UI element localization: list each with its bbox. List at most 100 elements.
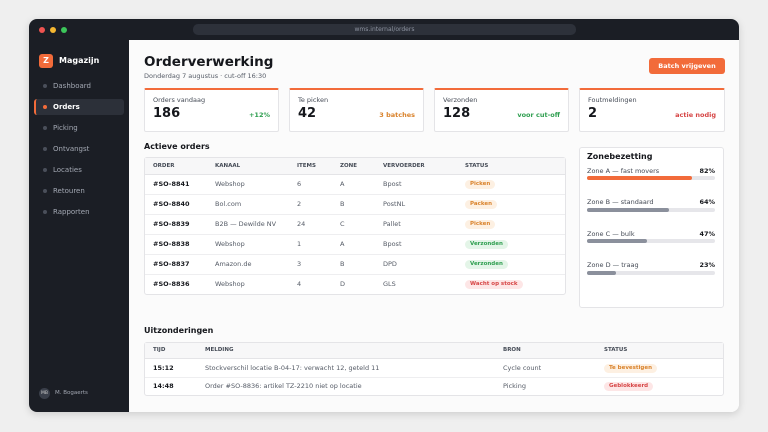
zone-name: Zone A — fast movers [587,166,660,175]
kpi-value: 128 [443,106,471,121]
cell: 1 [297,239,302,248]
kpi-card [289,88,424,132]
zone-label: 64% [699,198,715,206]
kpi-badge: actie nodig [675,111,716,119]
zones-card [579,147,724,308]
kpi-badge: +12% [248,111,270,119]
nav-item[interactable]: Dashboard [53,81,91,90]
cell: Pallet [383,219,401,228]
kpi-value: 186 [153,106,181,121]
kpi-label: Orders vandaag [153,96,206,104]
cell: B2B — Dewilde NV [215,219,277,228]
url-bar[interactable]: wms.internal/orders [193,24,576,35]
logo: Z [39,54,53,68]
cell: A [340,239,345,248]
min-dot[interactable] [50,27,56,33]
cell: #SO-8836 [153,279,190,288]
section-title: Uitzonderingen [144,326,214,335]
kpi-card [434,88,569,132]
cell: Amazon.de [215,259,252,268]
column-header: VERVOERDER [383,162,425,169]
nav-dot [43,105,47,109]
nav-dot [43,168,47,172]
nav-item[interactable]: Rapporten [53,207,90,216]
section-title: Actieve orders [144,142,210,151]
kpi-label: Verzonden [443,96,478,104]
cell: Webshop [215,279,245,288]
primary-button[interactable]: Batch vrijgeven [649,58,725,74]
zone-bar [587,207,669,212]
column-header: KANAAL [215,162,241,169]
zone-name: Zone B — standaard [587,198,654,206]
cell: 14:48 [153,381,174,390]
row-divider [145,254,565,255]
page-subtitle: Donderdag 7 augustus · cut-off 16:30 [144,71,267,80]
zone-name: Zone D — traag [587,261,639,269]
cell: 15:12 [153,363,174,372]
column-header: ORDER [153,162,175,169]
cell: B [340,259,345,268]
cell: GLS [383,279,396,288]
nav-item[interactable]: Locaties [53,165,82,174]
cell: Cycle count [503,363,542,372]
cell: 3 [297,259,302,268]
status-pill: Te bevestigen [604,363,658,373]
zone-bar [587,239,648,243]
column-header: TIJD [153,347,166,353]
cell: A [340,179,345,188]
status-pill: Packen [465,199,498,209]
nav-item[interactable]: Picking [53,123,78,132]
column-header: MELDING [205,347,234,353]
close-dot[interactable] [39,27,45,33]
cell: 24 [297,219,306,228]
zone-bar [587,270,617,275]
cell: Bpost [383,179,402,188]
row-divider [145,214,565,215]
zone-track [587,270,715,275]
zone-label: 47% [699,229,715,238]
avatar: MB [39,388,50,399]
orders-header-bg [145,158,565,175]
cell: Bol.com [215,199,242,208]
cell: #SO-8840 [153,199,190,208]
cell: Webshop [215,239,245,248]
column-header: STATUS [604,347,628,353]
orders-table [144,157,566,295]
kpi-label: Te picken [298,96,329,104]
cell: #SO-8838 [153,239,190,248]
status-pill: Verzonden [465,239,508,249]
nav-dot [43,210,47,214]
kpi-value: 2 [588,106,598,121]
status-pill: Verzonden [465,259,508,269]
cell: Picking [503,381,526,390]
kpi-card [579,88,725,132]
user-name: M. Bogaerts [55,389,88,396]
kpi-badge: voor cut-off [517,111,560,119]
brand-name: Magazijn [59,56,100,65]
zone-track [587,239,715,243]
cell: 4 [297,279,302,288]
kpi-label: Foutmeldingen [588,96,637,104]
status-pill: Picken [465,219,496,229]
cell: #SO-8841 [153,179,190,188]
max-dot[interactable] [61,27,67,33]
exceptions-header-bg [145,343,723,359]
nav-item[interactable]: Orders [53,102,80,111]
row-divider [145,274,565,275]
cell: Bpost [383,239,402,248]
zone-name: Zone C — bulk [587,229,635,238]
row-divider [145,194,565,195]
cell: C [340,219,345,228]
kpi-card [144,88,279,132]
cell: 2 [297,199,302,208]
zone-label: 23% [699,261,715,269]
zone-label: 82% [699,166,715,175]
nav-dot [43,126,47,130]
status-pill: Picken [465,179,496,189]
kpi-badge: 3 batches [379,111,415,119]
nav-item[interactable]: Ontvangst [53,144,90,153]
cell: Webshop [215,179,245,188]
nav-item[interactable]: Retouren [53,186,85,195]
column-header: ZONE [340,162,358,169]
